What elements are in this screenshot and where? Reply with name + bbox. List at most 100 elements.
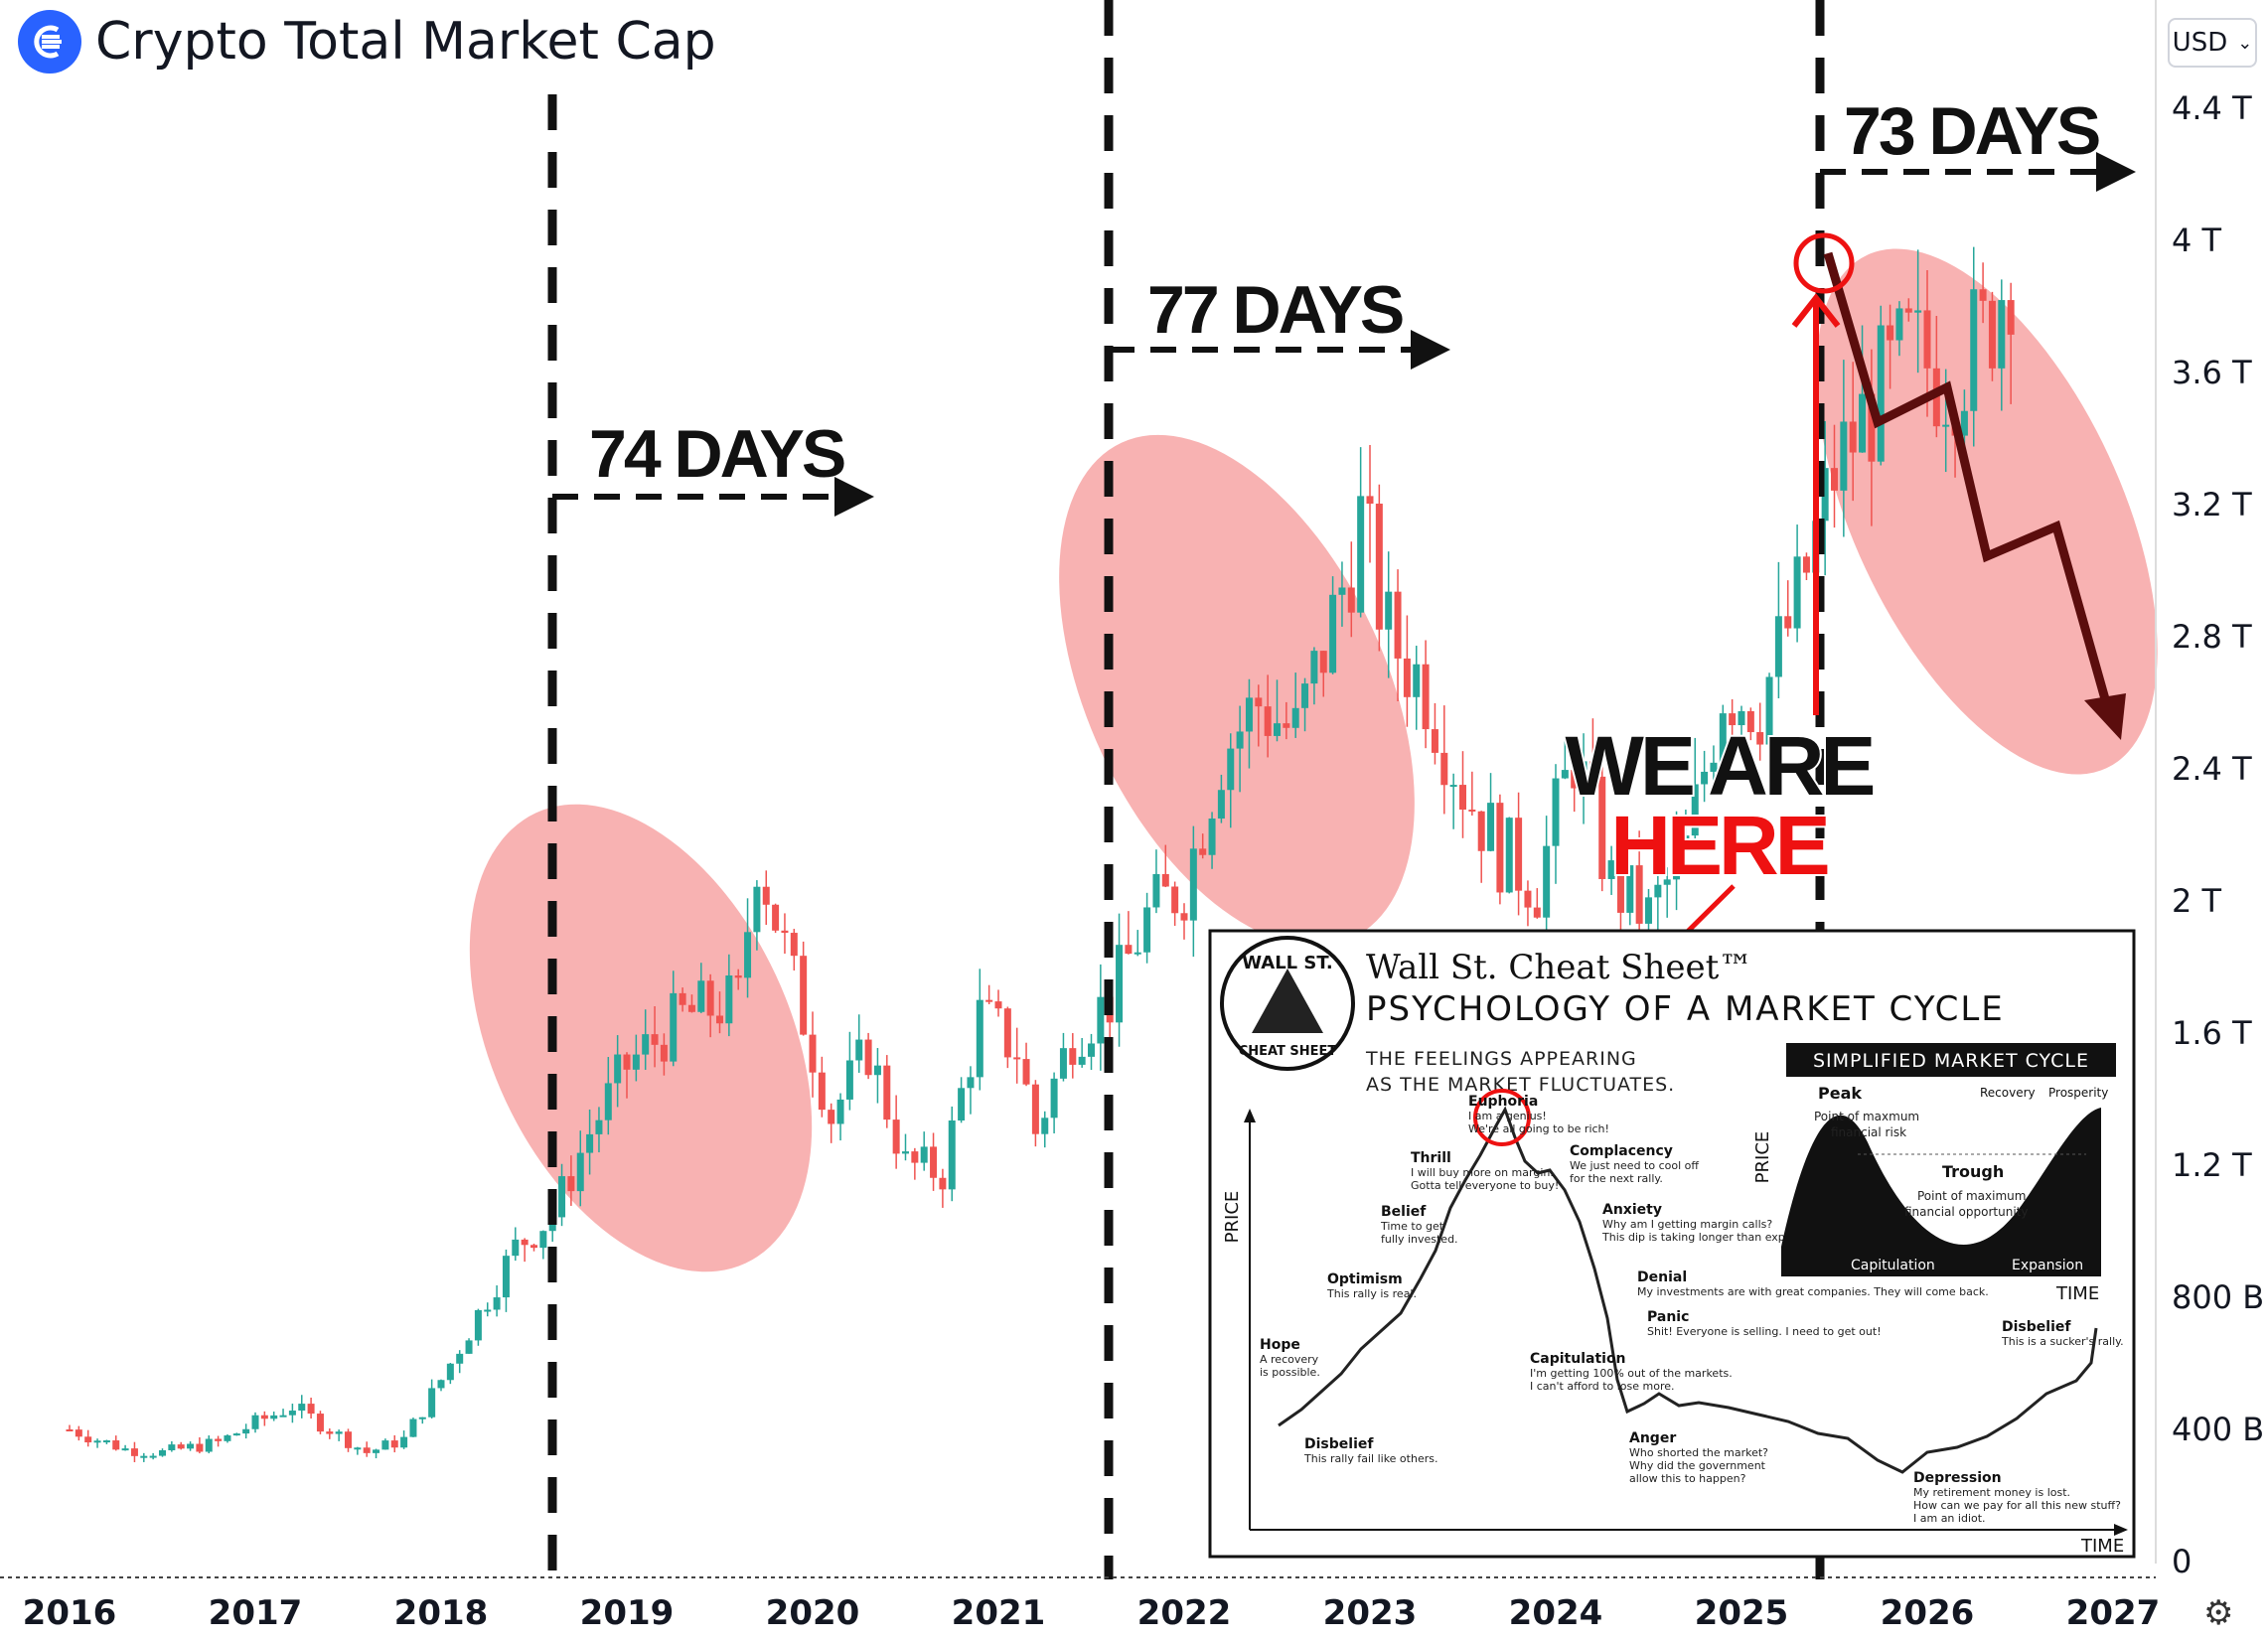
- phase-name: Disbelief: [2002, 1319, 2071, 1335]
- candle-body: [558, 1176, 566, 1218]
- candle-body: [902, 1151, 909, 1154]
- candle-body: [1552, 778, 1560, 846]
- year-tick-label: 2021: [952, 1593, 1046, 1633]
- candle-body: [75, 1429, 82, 1437]
- candle-body: [1459, 785, 1466, 811]
- year-tick-label: 2027: [2066, 1593, 2161, 1633]
- candle-body: [1143, 907, 1151, 953]
- phase-name: Panic: [1647, 1309, 1689, 1325]
- highlight-zone: [1059, 434, 1415, 947]
- candle-body: [196, 1443, 204, 1452]
- candle-body: [1887, 325, 1894, 341]
- candle-body: [1746, 710, 1754, 733]
- phase-description: Why am I getting margin calls?: [1602, 1218, 1772, 1231]
- candle-body: [530, 1245, 537, 1249]
- candle-body: [1283, 723, 1290, 728]
- price-tick-label: 2.8 T: [2172, 618, 2252, 656]
- cycle-duration-label: 74 DAYS: [589, 416, 844, 492]
- simplified-time-label: TIME: [2055, 1283, 2099, 1304]
- candle-body: [298, 1404, 306, 1412]
- candle-body: [493, 1297, 501, 1310]
- inset-x-arrow: [2114, 1524, 2128, 1536]
- candle-body: [1431, 729, 1438, 753]
- currency-selector[interactable]: USD ⌄: [2168, 18, 2257, 68]
- candle-body: [948, 1120, 956, 1190]
- candle-body: [725, 975, 733, 1024]
- candle-body: [1301, 683, 1309, 708]
- candle-body: [1654, 884, 1662, 898]
- phase-name: Capitulation: [1530, 1351, 1626, 1367]
- candle-body: [1607, 860, 1615, 879]
- candle-body: [1003, 1008, 1011, 1058]
- candle-body: [1097, 996, 1105, 1044]
- phase-description: My investments are with great companies.…: [1637, 1285, 1989, 1298]
- candle-body: [1236, 731, 1244, 749]
- candle-body: [1821, 468, 1829, 522]
- candle-body: [159, 1450, 166, 1456]
- candle-body: [112, 1440, 120, 1450]
- highlight-zone: [1816, 248, 2158, 775]
- price-tick-label: 3.2 T: [2172, 486, 2252, 523]
- price-tick-label: 400 B: [2172, 1411, 2264, 1448]
- candle-body: [1255, 697, 1263, 707]
- candle-body: [762, 886, 770, 905]
- candle-body: [1022, 1059, 1030, 1085]
- candle-body: [409, 1418, 417, 1437]
- candle-body: [1031, 1084, 1039, 1134]
- candle-body: [1645, 897, 1652, 924]
- candle-body: [474, 1309, 482, 1341]
- candle-body: [883, 1065, 891, 1120]
- crypto-market-cap-logo-icon: [18, 10, 81, 74]
- candle-body: [484, 1309, 492, 1312]
- candle-body: [1598, 776, 1606, 879]
- candle-body: [1588, 761, 1596, 777]
- candle-body: [84, 1436, 92, 1443]
- candle-body: [1264, 706, 1272, 736]
- candle-body: [1496, 803, 1504, 893]
- candle-body: [1171, 886, 1179, 914]
- phase-name: Euphoria: [1468, 1094, 1538, 1110]
- we-are-label: WE ARE: [1566, 719, 1874, 813]
- candle-body: [1487, 803, 1495, 851]
- candle-body: [345, 1431, 352, 1448]
- candle-body: [920, 1146, 928, 1163]
- candle-body: [1357, 496, 1365, 613]
- candle-body: [1533, 907, 1541, 918]
- year-tick-label: 2016: [23, 1593, 117, 1633]
- candle-body: [1719, 713, 1727, 763]
- candle-body: [734, 975, 742, 978]
- candle-body: [260, 1415, 268, 1419]
- candle-body: [864, 1039, 872, 1076]
- phase-name: Optimism: [1327, 1271, 1403, 1287]
- phase-description: This rally fail like others.: [1303, 1452, 1437, 1465]
- candle-body: [845, 1060, 853, 1100]
- candle-body: [1291, 707, 1299, 728]
- inset-tagline: AS THE MARKET FLUCTUATES.: [1366, 1074, 1675, 1096]
- phase-description: We're all going to be rich!: [1468, 1122, 1609, 1135]
- inset-y-arrow: [1244, 1109, 1256, 1122]
- currency-label: USD: [2172, 28, 2228, 58]
- candle-body: [1868, 393, 1876, 462]
- phase-name: Denial: [1637, 1269, 1687, 1285]
- candle-body: [381, 1440, 389, 1450]
- settings-gear-icon[interactable]: ⚙: [2203, 1593, 2234, 1633]
- candle-body: [1756, 732, 1764, 745]
- candle-body: [1505, 818, 1513, 893]
- candle-body: [1774, 616, 1782, 677]
- candle-body: [1189, 848, 1197, 921]
- candle-body: [1088, 1043, 1095, 1057]
- candle-body: [1440, 752, 1448, 786]
- candle-body: [1738, 710, 1745, 726]
- year-tick-label: 2022: [1137, 1593, 1232, 1633]
- candle-body: [614, 1054, 622, 1084]
- candle-body: [456, 1353, 464, 1364]
- candle-body: [1403, 658, 1411, 697]
- candle-body: [809, 1034, 817, 1073]
- candle-body: [586, 1133, 594, 1153]
- candle-body: [744, 932, 752, 978]
- candle-body: [1069, 1048, 1077, 1065]
- phase-name: Anger: [1629, 1430, 1676, 1446]
- year-tick-label: 2018: [394, 1593, 489, 1633]
- candle-body: [660, 1044, 668, 1062]
